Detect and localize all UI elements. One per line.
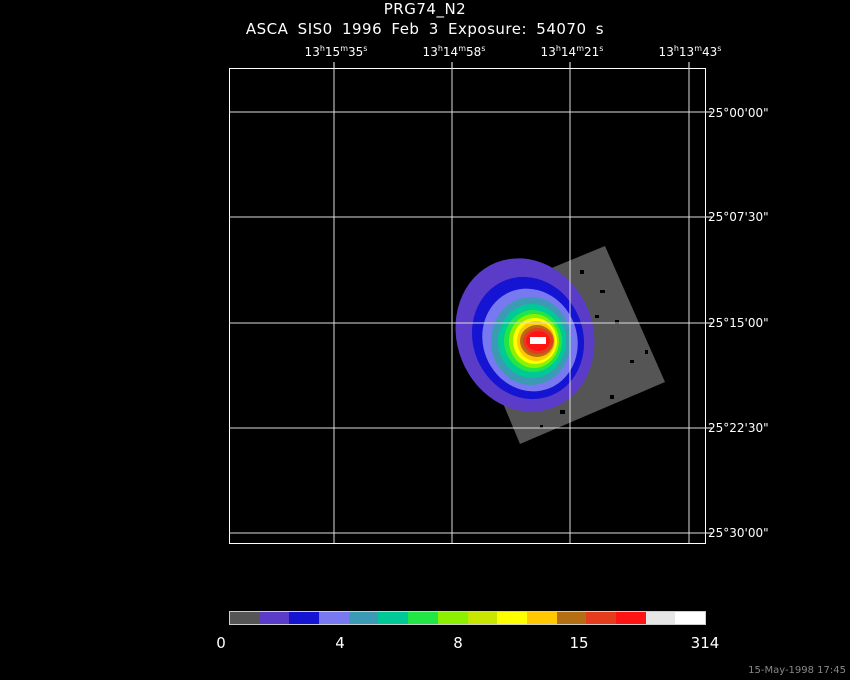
ra-tick-label: 13h13m43s — [658, 44, 722, 59]
ra-tick-label: 13h15m35s — [304, 44, 368, 59]
colorbar-swatch — [526, 612, 557, 624]
colorbar-label: 15 — [569, 634, 589, 652]
dec-tick-label: 25°15'00" — [708, 316, 769, 330]
dec-tick-label: 25°22'30" — [708, 421, 769, 435]
colorbar-swatch — [586, 612, 616, 624]
colorbar-swatch — [348, 612, 379, 624]
image-plot-frame — [229, 68, 706, 544]
emission-peak — [530, 337, 546, 344]
dec-tick-label: 25°07'30" — [708, 210, 769, 224]
colorbar-swatch — [615, 612, 646, 624]
colorbar-label: 4 — [335, 634, 345, 652]
colorbar-swatch — [408, 612, 438, 624]
ra-tick-label: 13h14m58s — [422, 44, 486, 59]
colorbar-swatch — [319, 612, 349, 624]
colorbar — [229, 611, 706, 625]
coordinate-grid — [229, 68, 706, 543]
colorbar-swatch — [289, 612, 320, 624]
dec-tick-label: 25°00'00" — [708, 106, 769, 120]
colorbar-swatch — [437, 612, 468, 624]
colorbar-swatch — [497, 612, 527, 624]
colorbar-label: 8 — [453, 634, 463, 652]
ra-ticks — [333, 62, 690, 68]
dec-tick-label: 25°30'00" — [708, 526, 769, 540]
colorbar-label: 0 — [216, 634, 226, 652]
dec-ticks — [706, 111, 712, 534]
colorbar-swatch — [675, 612, 705, 624]
image-title: PRG74_N2 — [383, 0, 467, 18]
colorbar-swatch — [645, 612, 676, 624]
colorbar-swatch — [230, 612, 260, 624]
timestamp: 15-May-1998 17:45 — [748, 665, 846, 676]
colorbar-label: 314 — [690, 634, 720, 652]
colorbar-swatch — [556, 612, 587, 624]
colorbar-swatch — [378, 612, 409, 624]
ra-tick-label: 13h14m21s — [540, 44, 604, 59]
image-subtitle: ASCA SIS0 1996 Feb 3 Exposure: 54070 s — [245, 20, 605, 38]
colorbar-swatch — [467, 612, 498, 624]
colorbar-swatch — [259, 612, 290, 624]
